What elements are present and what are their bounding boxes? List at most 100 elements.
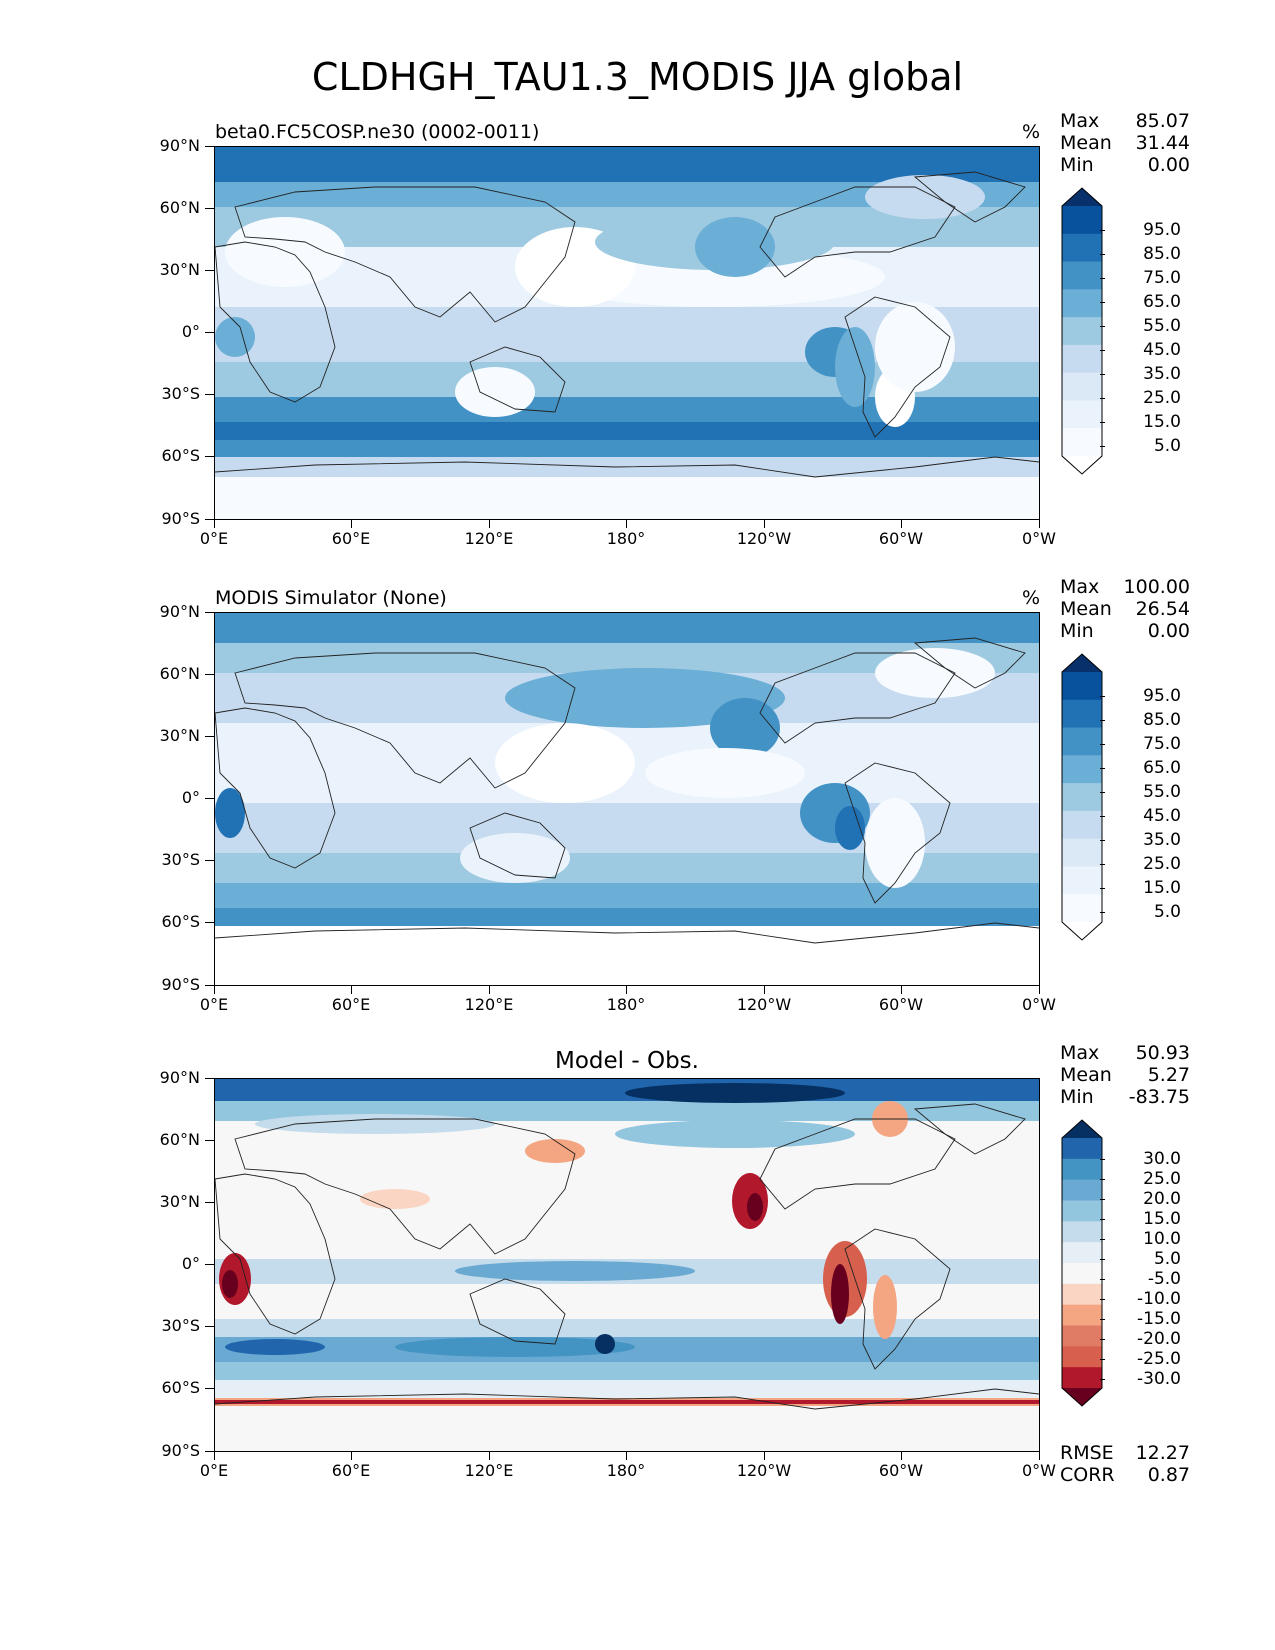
colorbar-tick	[1100, 446, 1105, 447]
colorbar-tick	[1100, 230, 1105, 231]
colorbar-label: -15.0	[1137, 1309, 1181, 1329]
stats-box: Max 85.07 Mean 31.44 Min 0.00	[1060, 110, 1190, 176]
colorbar-label: 35.0	[1143, 364, 1181, 384]
colorbar-extend-max	[1062, 188, 1102, 206]
lon-label: 180°	[606, 995, 646, 1014]
colorbar-tick	[1100, 1199, 1105, 1200]
colorbar-tick	[1100, 1259, 1105, 1260]
contour-map	[215, 147, 1039, 519]
colorbar-label: 10.0	[1143, 1229, 1181, 1249]
lat-label: 90°S	[161, 509, 200, 528]
stat-value: 50.93	[1135, 1042, 1190, 1064]
colorbar-tick	[1100, 864, 1105, 865]
colorbar-swatch	[1062, 1242, 1102, 1264]
colorbar-swatch	[1062, 1304, 1102, 1327]
colorbar-swatch	[1062, 1179, 1102, 1202]
lat-tick	[205, 1388, 214, 1389]
colorbar-swatch	[1062, 1221, 1102, 1243]
colorbar-swatch	[1062, 344, 1102, 374]
colorbar-label: 5.0	[1153, 902, 1181, 922]
stat-value: 0.00	[1147, 620, 1190, 642]
panel-title: MODIS Simulator (None)	[215, 587, 447, 609]
colorbar-outline	[1061, 653, 1103, 941]
lon-label: 60°E	[331, 529, 371, 548]
lon-tick	[351, 1452, 352, 1460]
colorbar-label: 45.0	[1143, 340, 1181, 360]
lon-label: 120°W	[736, 529, 792, 548]
colorbar	[1061, 653, 1103, 941]
lon-tick	[626, 986, 627, 994]
lat-tick	[205, 674, 214, 675]
stat-label: Mean	[1060, 598, 1112, 620]
stat-value: 85.07	[1135, 110, 1190, 132]
lon-tick	[489, 520, 490, 528]
stat-label: Min	[1060, 1086, 1094, 1108]
colorbar-swatch	[1062, 233, 1102, 263]
colorbar-extend-min	[1062, 456, 1102, 474]
lat-label: 90°N	[159, 1068, 200, 1087]
lon-tick	[214, 520, 215, 528]
colorbar-outline	[1061, 187, 1103, 475]
colorbar-tick	[1100, 374, 1105, 375]
colorbar-label: 15.0	[1143, 878, 1181, 898]
lat-label: 0°	[181, 1254, 200, 1273]
lat-tick	[205, 519, 214, 520]
lat-label: 90°S	[161, 975, 200, 994]
colorbar-tick	[1100, 1299, 1105, 1300]
lon-label: 120°W	[736, 1461, 792, 1480]
lat-tick	[205, 394, 214, 395]
lat-tick	[205, 736, 214, 737]
stat-value: 5.27	[1147, 1064, 1190, 1086]
colorbar-label: 85.0	[1143, 710, 1181, 730]
colorbar-swatch	[1062, 783, 1102, 812]
colorbar-swatch	[1062, 810, 1102, 840]
colorbar-label: 95.0	[1143, 686, 1181, 706]
lat-label: 90°N	[159, 136, 200, 155]
stat-label: Mean	[1060, 1064, 1112, 1086]
colorbar-swatch	[1062, 1138, 1102, 1160]
colorbar-swatch	[1062, 206, 1102, 235]
lon-label: 0°E	[199, 1461, 229, 1480]
colorbar-label: 15.0	[1143, 1209, 1181, 1229]
colorbar-swatch	[1062, 289, 1102, 318]
colorbar-swatch	[1062, 1325, 1102, 1347]
lat-tick	[205, 1078, 214, 1079]
colorbar-swatch	[1062, 317, 1102, 346]
colorbar-tick	[1100, 398, 1105, 399]
lon-label: 120°E	[464, 529, 514, 548]
metric-value: 0.87	[1147, 1464, 1190, 1486]
lon-label: 180°	[606, 1461, 646, 1480]
colorbar	[1061, 1119, 1103, 1407]
stat-label: Min	[1060, 154, 1094, 176]
colorbar-tick	[1100, 1339, 1105, 1340]
stats-box: Max 100.00 Mean 26.54 Min 0.00	[1060, 576, 1190, 642]
lon-tick	[764, 1452, 765, 1460]
colorbar-label: 25.0	[1143, 388, 1181, 408]
lat-tick	[205, 860, 214, 861]
lon-label: 180°	[606, 529, 646, 548]
lat-label: 30°N	[159, 260, 200, 279]
colorbar-swatch	[1062, 838, 1102, 868]
lon-tick	[1039, 520, 1040, 528]
colorbar-tick	[1100, 744, 1105, 745]
colorbar-tick	[1100, 1179, 1105, 1180]
metric-label: RMSE	[1060, 1442, 1114, 1464]
lon-tick	[1039, 1452, 1040, 1460]
lat-label: 60°N	[159, 664, 200, 683]
lon-label: 60°E	[331, 1461, 371, 1480]
stat-value: 0.00	[1147, 154, 1190, 176]
colorbar-label: 65.0	[1143, 292, 1181, 312]
colorbar-tick	[1100, 1379, 1105, 1380]
stat-label: Mean	[1060, 132, 1112, 154]
map-model	[214, 146, 1040, 520]
lon-tick	[351, 520, 352, 528]
panel-obs: MODIS Simulator (None) % Max 100.00 Mean 2…	[0, 576, 1275, 1056]
lon-tick	[214, 986, 215, 994]
colorbar-label: 55.0	[1143, 782, 1181, 802]
stats-box: Max 50.93 Mean 5.27 Min -83.75	[1060, 1042, 1190, 1108]
colorbar-label: 25.0	[1143, 854, 1181, 874]
colorbar-tick	[1100, 1239, 1105, 1240]
colorbar-tick	[1100, 302, 1105, 303]
colorbar-tick	[1100, 792, 1105, 793]
lon-tick	[351, 986, 352, 994]
